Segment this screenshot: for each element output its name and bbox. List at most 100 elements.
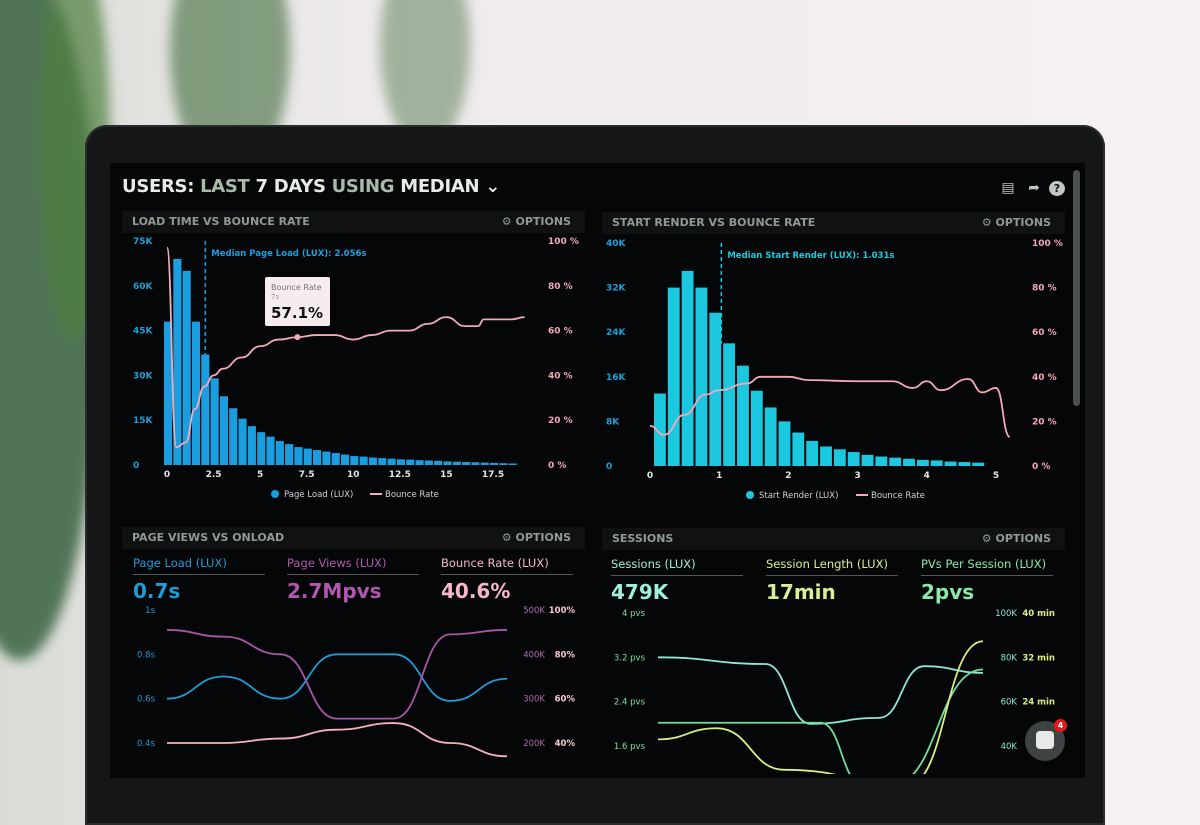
hover-point (294, 334, 301, 341)
share-icon[interactable]: ➦ (1028, 180, 1040, 196)
page-title[interactable]: USERS: LAST 7 DAYS USING MEDIAN ⌄ (122, 176, 500, 197)
y-tick-left: 3.2 pvs (614, 653, 646, 663)
bar (847, 452, 860, 466)
panel-title: START RENDER VS BOUNCE RATE (612, 216, 816, 229)
bar (238, 418, 247, 465)
bar (285, 444, 294, 465)
bar (340, 454, 350, 465)
options-label: OPTIONS (515, 531, 572, 544)
legend-label: Page Load (LUX) (284, 490, 353, 500)
bar (471, 462, 480, 465)
screen (110, 163, 1085, 778)
bar (709, 312, 722, 466)
y-tick-left: 60K (133, 282, 154, 292)
bounce-rate-line (166, 246, 525, 448)
bar (750, 390, 763, 466)
bar (792, 432, 805, 466)
bar (396, 459, 405, 465)
bar (681, 270, 694, 466)
y-tick-left: 75K (133, 237, 154, 247)
stat-value: 17min (766, 580, 836, 604)
bar (958, 462, 971, 466)
monitor-icon[interactable]: ▤ (1001, 180, 1015, 196)
x-tick: 0 (164, 470, 170, 480)
gear-icon: ⚙ (981, 532, 992, 545)
stat-value: 2.7Mpvs (287, 579, 382, 603)
legend-label: Bounce Rate (871, 491, 925, 501)
y-tick-right: 300K (523, 695, 545, 705)
y-tick-left: 45K (133, 327, 154, 337)
bar (667, 287, 680, 466)
title-range: 7 DAYS (255, 176, 326, 197)
bar (201, 354, 210, 465)
bar (930, 460, 943, 466)
bar (490, 462, 499, 465)
bar (737, 365, 749, 466)
y-tick-left: 16K (606, 373, 627, 383)
stat-value: 479K (611, 580, 669, 604)
x-tick: 3 (854, 471, 860, 481)
bar (275, 441, 284, 465)
scrollbar[interactable] (1073, 170, 1080, 406)
x-tick: 12.5 (389, 470, 411, 480)
bar (266, 436, 275, 465)
y-tick-left: 0.8s (137, 650, 156, 660)
bar (833, 449, 846, 466)
bar (294, 447, 303, 465)
bar (219, 396, 228, 465)
options-button[interactable]: ⚙ OPTIONS (982, 528, 1051, 550)
bar (462, 462, 471, 465)
bar (387, 458, 396, 465)
title-part: LAST (200, 176, 250, 197)
chevron-down-icon[interactable]: ⌄ (485, 176, 501, 197)
gear-icon: ⚙ (981, 216, 992, 229)
tooltip-label: Bounce Rate (271, 283, 322, 292)
bar (247, 426, 256, 465)
title-metric: MEDIAN (400, 176, 480, 197)
bar (164, 321, 173, 465)
chat-button[interactable]: 4 (1025, 719, 1067, 761)
y-tick-right: 0 % (548, 461, 566, 471)
options-label: OPTIONS (995, 532, 1052, 545)
bar (764, 407, 777, 466)
y-tick-right: 100K (995, 609, 1017, 619)
options-label: OPTIONS (515, 215, 572, 228)
gear-icon: ⚙ (501, 531, 512, 544)
stat-label: Page Load (LUX) (133, 556, 265, 575)
panel-header-page-views: PAGE VIEWS VS ONLOAD ⚙ OPTIONS (122, 527, 585, 549)
bar (257, 432, 266, 465)
stat-value: 0.7s (133, 579, 181, 603)
y-tick-right: 60 % (1032, 328, 1057, 338)
bar (191, 321, 201, 465)
options-button[interactable]: ⚙ OPTIONS (502, 211, 571, 233)
options-button[interactable]: ⚙ OPTIONS (982, 212, 1051, 234)
bar (861, 454, 874, 466)
tooltip (265, 277, 330, 326)
bar (889, 457, 902, 466)
y-tick-left: 1.6 pvs (614, 742, 646, 752)
title-prefix: USERS: (122, 176, 195, 197)
y-tick-right: 400K (523, 650, 545, 660)
stat-label: Session Length (LUX) (766, 557, 898, 576)
y-tick-right: 200K (523, 739, 545, 749)
y-tick-left: 30K (133, 371, 154, 381)
y-tick-left: 40K (606, 239, 627, 249)
bar (654, 393, 666, 466)
y-tick-left: 0.6s (137, 695, 156, 705)
bar (378, 458, 387, 465)
stat-block: Session Length (LUX) 17min (766, 557, 898, 604)
x-tick: 17.5 (482, 470, 504, 480)
y-tick-left: 2.4 pvs (614, 698, 646, 708)
series-line (166, 653, 508, 702)
bar (499, 463, 508, 465)
help-icon[interactable]: ? (1049, 181, 1065, 196)
panel-title: SESSIONS (612, 532, 674, 545)
y-tick-right: 500K (523, 606, 545, 616)
options-button[interactable]: ⚙ OPTIONS (502, 527, 571, 549)
y-tick-left: 24K (606, 328, 627, 338)
y-tick-right: 20 % (548, 416, 573, 426)
x-tick: 5 (257, 470, 263, 480)
bar (406, 459, 415, 465)
y-tick-right: 0 % (1032, 462, 1050, 472)
